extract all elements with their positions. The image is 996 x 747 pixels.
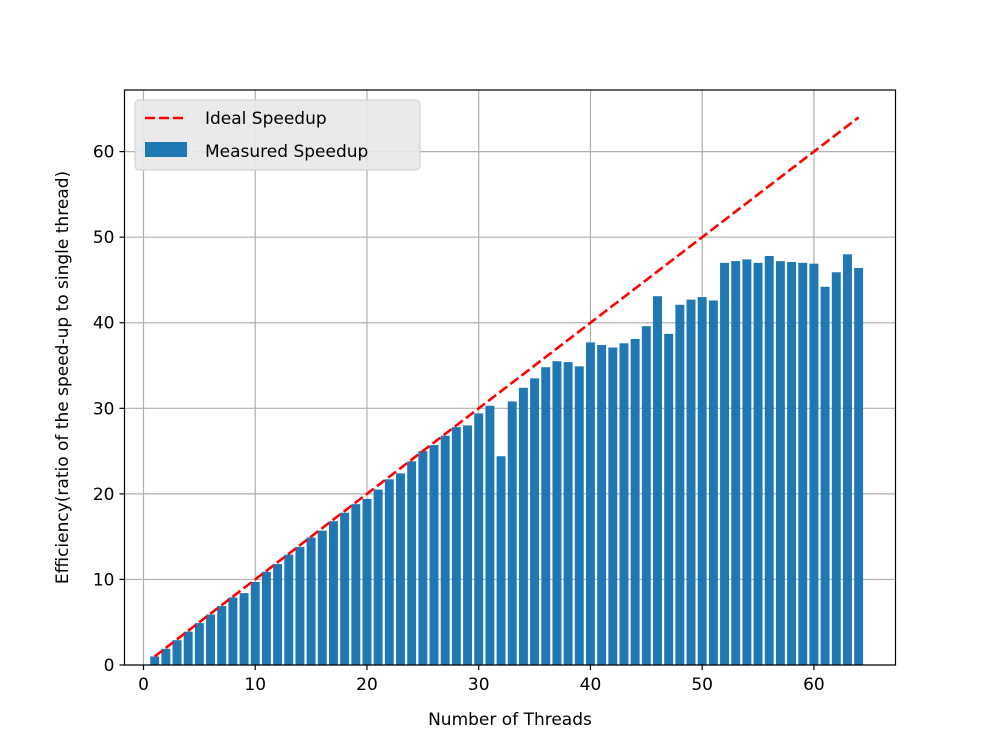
legend-measured-swatch xyxy=(145,142,187,157)
measured-bar xyxy=(373,489,383,665)
x-tick-label: 50 xyxy=(691,675,713,695)
x-tick-label: 10 xyxy=(244,675,266,695)
x-tick-label: 40 xyxy=(580,675,602,695)
y-axis-label: Efficiency(ratio of the speed-up to sing… xyxy=(53,171,73,584)
measured-bar xyxy=(518,387,528,665)
measured-bar xyxy=(183,631,193,665)
measured-bar xyxy=(384,479,394,665)
measured-bar xyxy=(362,499,372,665)
measured-bar xyxy=(574,366,584,665)
measured-bar xyxy=(720,262,730,665)
measured-bar xyxy=(194,623,204,665)
measured-bar xyxy=(798,262,808,665)
x-tick-label: 20 xyxy=(356,675,378,695)
measured-bar xyxy=(686,299,696,665)
measured-bar xyxy=(854,267,864,665)
legend-ideal-label: Ideal Speedup xyxy=(205,109,327,129)
measured-bar xyxy=(753,262,763,665)
measured-bar xyxy=(608,347,618,665)
measured-bar xyxy=(530,378,540,665)
measured-bar xyxy=(775,261,785,665)
measured-bar xyxy=(787,261,797,665)
measured-bar xyxy=(731,261,741,665)
y-tick-label: 60 xyxy=(93,143,115,163)
measured-bar xyxy=(809,263,819,665)
measured-bar xyxy=(820,286,830,665)
y-tick-label: 50 xyxy=(93,228,115,248)
measured-bar xyxy=(407,461,417,665)
measured-bar xyxy=(228,597,238,665)
y-tick-label: 30 xyxy=(93,399,115,419)
measured-bar xyxy=(418,451,428,665)
plot-frame xyxy=(123,89,897,666)
measured-bar xyxy=(261,571,271,665)
measured-bar xyxy=(831,272,841,665)
y-tick-label: 20 xyxy=(93,485,115,505)
measured-bar xyxy=(429,445,439,665)
measured-bar xyxy=(250,582,260,665)
measured-bar xyxy=(585,342,595,665)
legend-box xyxy=(134,99,421,171)
measured-bar xyxy=(239,593,249,665)
measured-bar xyxy=(619,343,629,665)
measured-bar xyxy=(507,401,517,665)
measured-bar xyxy=(653,296,662,665)
measured-bar xyxy=(161,648,171,665)
measured-bar xyxy=(474,413,484,665)
measured-bar xyxy=(440,435,450,665)
measured-bar xyxy=(697,297,707,665)
measured-bar xyxy=(842,254,852,666)
measured-bar xyxy=(664,333,674,665)
measured-bar xyxy=(496,456,506,665)
measured-bar xyxy=(351,504,361,665)
axis-ticks: 0 10 20 30 40 50 60 0 10 20 30 40 50 60 xyxy=(93,143,825,695)
measured-bar xyxy=(552,361,562,665)
x-tick-label: 30 xyxy=(468,675,490,695)
measured-bar xyxy=(317,530,327,665)
measured-bar xyxy=(396,473,405,665)
measured-bar xyxy=(742,259,752,665)
measured-bar xyxy=(273,564,283,665)
measured-bar xyxy=(295,546,305,665)
measured-bar xyxy=(597,344,607,665)
measured-bar xyxy=(284,554,294,665)
measured-bar xyxy=(563,362,573,665)
x-tick-label: 0 xyxy=(138,675,149,695)
ideal-speedup-line xyxy=(153,116,860,658)
measured-bar xyxy=(675,304,685,665)
measured-bar xyxy=(630,338,640,665)
measured-bar xyxy=(150,656,160,665)
measured-bar xyxy=(306,537,316,665)
measured-bar xyxy=(217,605,227,665)
y-tick-label: 10 xyxy=(93,570,115,590)
ideal-line-group xyxy=(153,116,860,658)
x-tick-label: 60 xyxy=(803,675,825,695)
measured-bar xyxy=(206,614,216,665)
measured-bar xyxy=(328,521,338,665)
measured-bar xyxy=(451,427,461,665)
x-axis-label: Number of Threads xyxy=(428,710,592,730)
legend-measured-label: Measured Speedup xyxy=(205,142,368,162)
measured-bar xyxy=(485,405,495,665)
measured-bars xyxy=(150,254,864,666)
legend: Ideal Speedup Measured Speedup xyxy=(134,99,421,171)
y-tick-label: 0 xyxy=(104,656,115,676)
measured-bar xyxy=(340,512,350,665)
measured-bar xyxy=(463,425,473,665)
measured-bar xyxy=(708,300,718,665)
measured-bar xyxy=(541,367,551,665)
measured-bar xyxy=(764,255,774,666)
y-tick-label: 40 xyxy=(93,314,115,334)
measured-bar xyxy=(641,326,651,665)
measured-bar xyxy=(172,640,182,665)
